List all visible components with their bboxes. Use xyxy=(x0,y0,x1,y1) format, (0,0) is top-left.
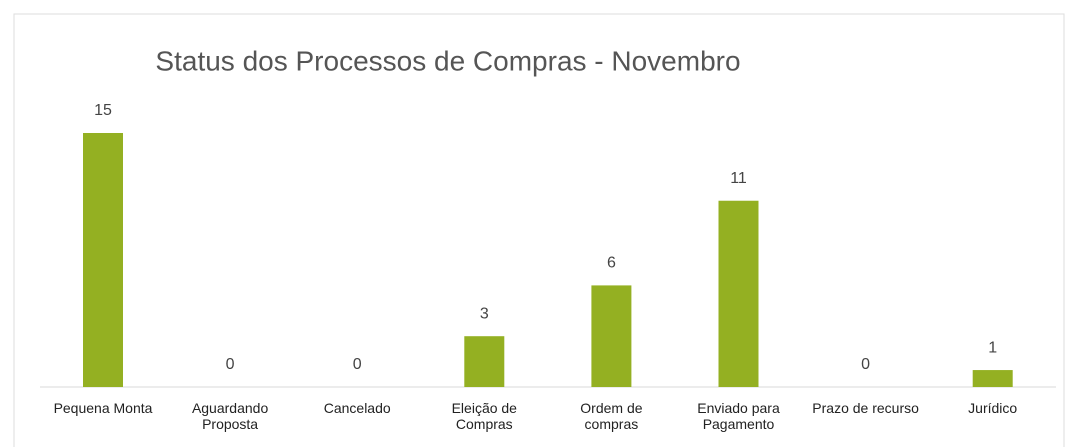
x-tick-label: Pequena Monta xyxy=(53,400,153,416)
data-label: 3 xyxy=(480,305,489,322)
bar xyxy=(591,285,632,387)
chart-title: Status dos Processos de Compras - Novemb… xyxy=(155,45,740,76)
data-label: 11 xyxy=(730,170,747,187)
x-tick-label: Eleição de Compras xyxy=(451,400,517,432)
data-label: 0 xyxy=(861,356,870,373)
x-tick-label: Aguardando Proposta xyxy=(191,400,269,432)
bar xyxy=(464,336,505,387)
data-label: 15 xyxy=(94,102,112,119)
bar xyxy=(972,370,1013,387)
data-label: 1 xyxy=(988,339,997,356)
x-tick-label: Jurídico xyxy=(968,400,1018,416)
data-label: 0 xyxy=(353,356,362,373)
x-tick-label: Enviado para Pagamento xyxy=(697,400,780,432)
chart-frame xyxy=(13,13,1065,447)
data-label: 6 xyxy=(607,255,616,272)
x-tick-label: Cancelado xyxy=(323,400,391,416)
x-tick-label: Prazo de recurso xyxy=(812,400,919,416)
data-label: 0 xyxy=(226,356,235,373)
x-tick-label: Ordem de compras xyxy=(580,400,643,432)
bar xyxy=(83,133,123,387)
bar xyxy=(718,200,759,387)
